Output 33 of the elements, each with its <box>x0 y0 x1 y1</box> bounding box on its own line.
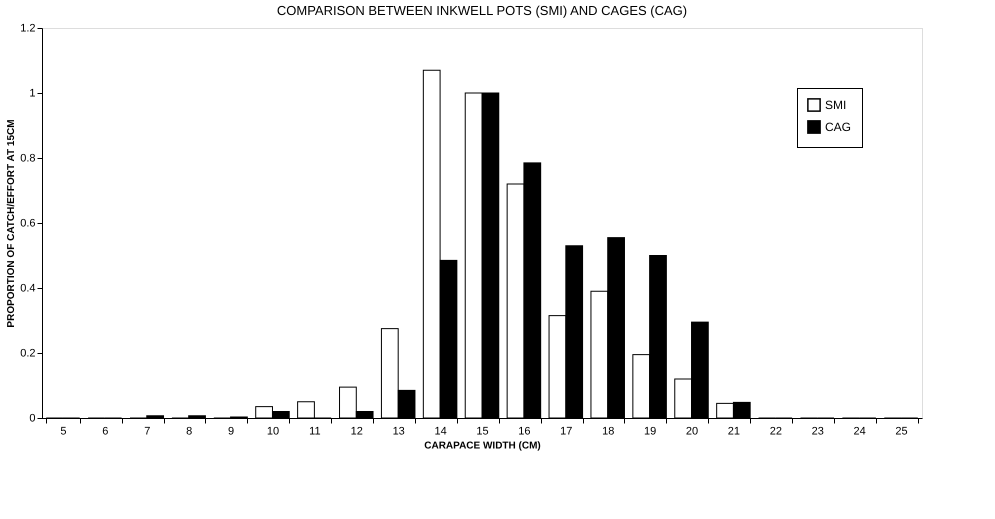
x-tick-label: 15 <box>476 426 489 438</box>
x-tick-label: 17 <box>560 426 572 438</box>
x-tick-label: 14 <box>434 426 447 438</box>
x-tick-label: 13 <box>392 426 405 438</box>
legend-label: CAG <box>825 120 852 134</box>
x-tick-label: 16 <box>518 426 531 438</box>
y-tick-label: 0.2 <box>20 348 36 360</box>
y-axis-title: PROPORTION OF CATCH/EFFORT AT 15CM <box>6 119 18 328</box>
x-tick-label: 7 <box>144 426 150 438</box>
y-tick-label: 1 <box>29 88 36 100</box>
x-tick-label: 25 <box>895 426 908 438</box>
x-tick-label: 11 <box>309 426 321 438</box>
x-tick-label: 10 <box>266 426 280 438</box>
x-tick-label: 8 <box>186 426 192 438</box>
y-tick-label: 0.8 <box>20 152 36 164</box>
x-tick-label: 6 <box>102 426 108 438</box>
y-tick-label: 1.2 <box>20 22 36 34</box>
legend-label: SMI <box>825 98 846 112</box>
x-tick-label: 9 <box>228 426 234 438</box>
x-tick-label: 19 <box>644 426 656 438</box>
x-tick-label: 22 <box>770 426 782 438</box>
y-tick-label: 0 <box>29 412 36 424</box>
x-tick-label: 5 <box>60 426 67 438</box>
x-tick-label: 12 <box>350 426 363 438</box>
y-tick-label: 0.4 <box>20 282 36 294</box>
chart-title: COMPARISON BETWEEN INKWELL POTS (SMI) AND CAGES (CAG) <box>276 3 688 18</box>
x-tick-label: 18 <box>602 426 614 438</box>
x-tick-label: 24 <box>854 426 866 438</box>
y-tick-label: 0.6 <box>20 218 36 230</box>
x-axis-title: CARAPACE WIDTH (CM) <box>424 440 541 452</box>
x-tick-label: 23 <box>812 426 824 438</box>
x-tick-label: 20 <box>686 426 698 438</box>
x-tick-label: 21 <box>728 426 740 438</box>
